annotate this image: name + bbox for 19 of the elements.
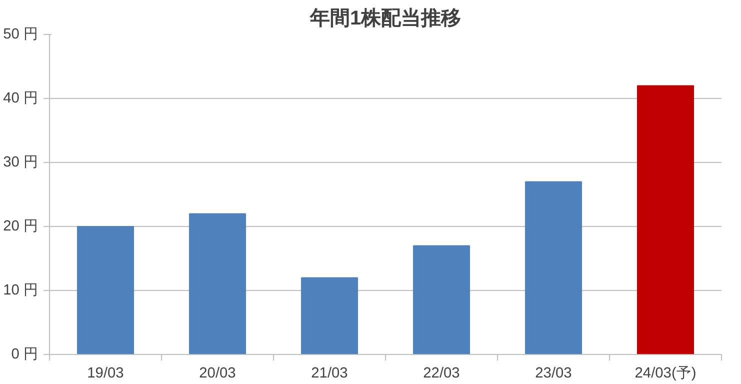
x-tick-label: 21/03 — [311, 366, 348, 382]
x-tick-label: 24/03(予) — [634, 366, 696, 382]
y-tick-label: 20 円 — [3, 218, 38, 234]
y-tick-label: 50 円 — [3, 26, 38, 42]
bar — [413, 245, 470, 354]
bar — [189, 213, 246, 354]
bar — [525, 181, 582, 354]
y-tick-label: 10 円 — [3, 282, 38, 298]
bar — [637, 85, 694, 354]
bar — [77, 226, 134, 354]
x-tick-label: 23/03 — [535, 366, 572, 382]
y-tick-label: 0 円 — [11, 346, 39, 362]
y-tick-label: 30 円 — [3, 154, 38, 170]
y-tick-label: 40 円 — [3, 90, 38, 106]
x-tick-label: 22/03 — [423, 366, 460, 382]
x-tick-label: 19/03 — [87, 366, 124, 382]
x-tick-label: 20/03 — [199, 366, 236, 382]
chart-title: 年間1株配当推移 — [308, 8, 462, 30]
bar — [301, 277, 358, 354]
